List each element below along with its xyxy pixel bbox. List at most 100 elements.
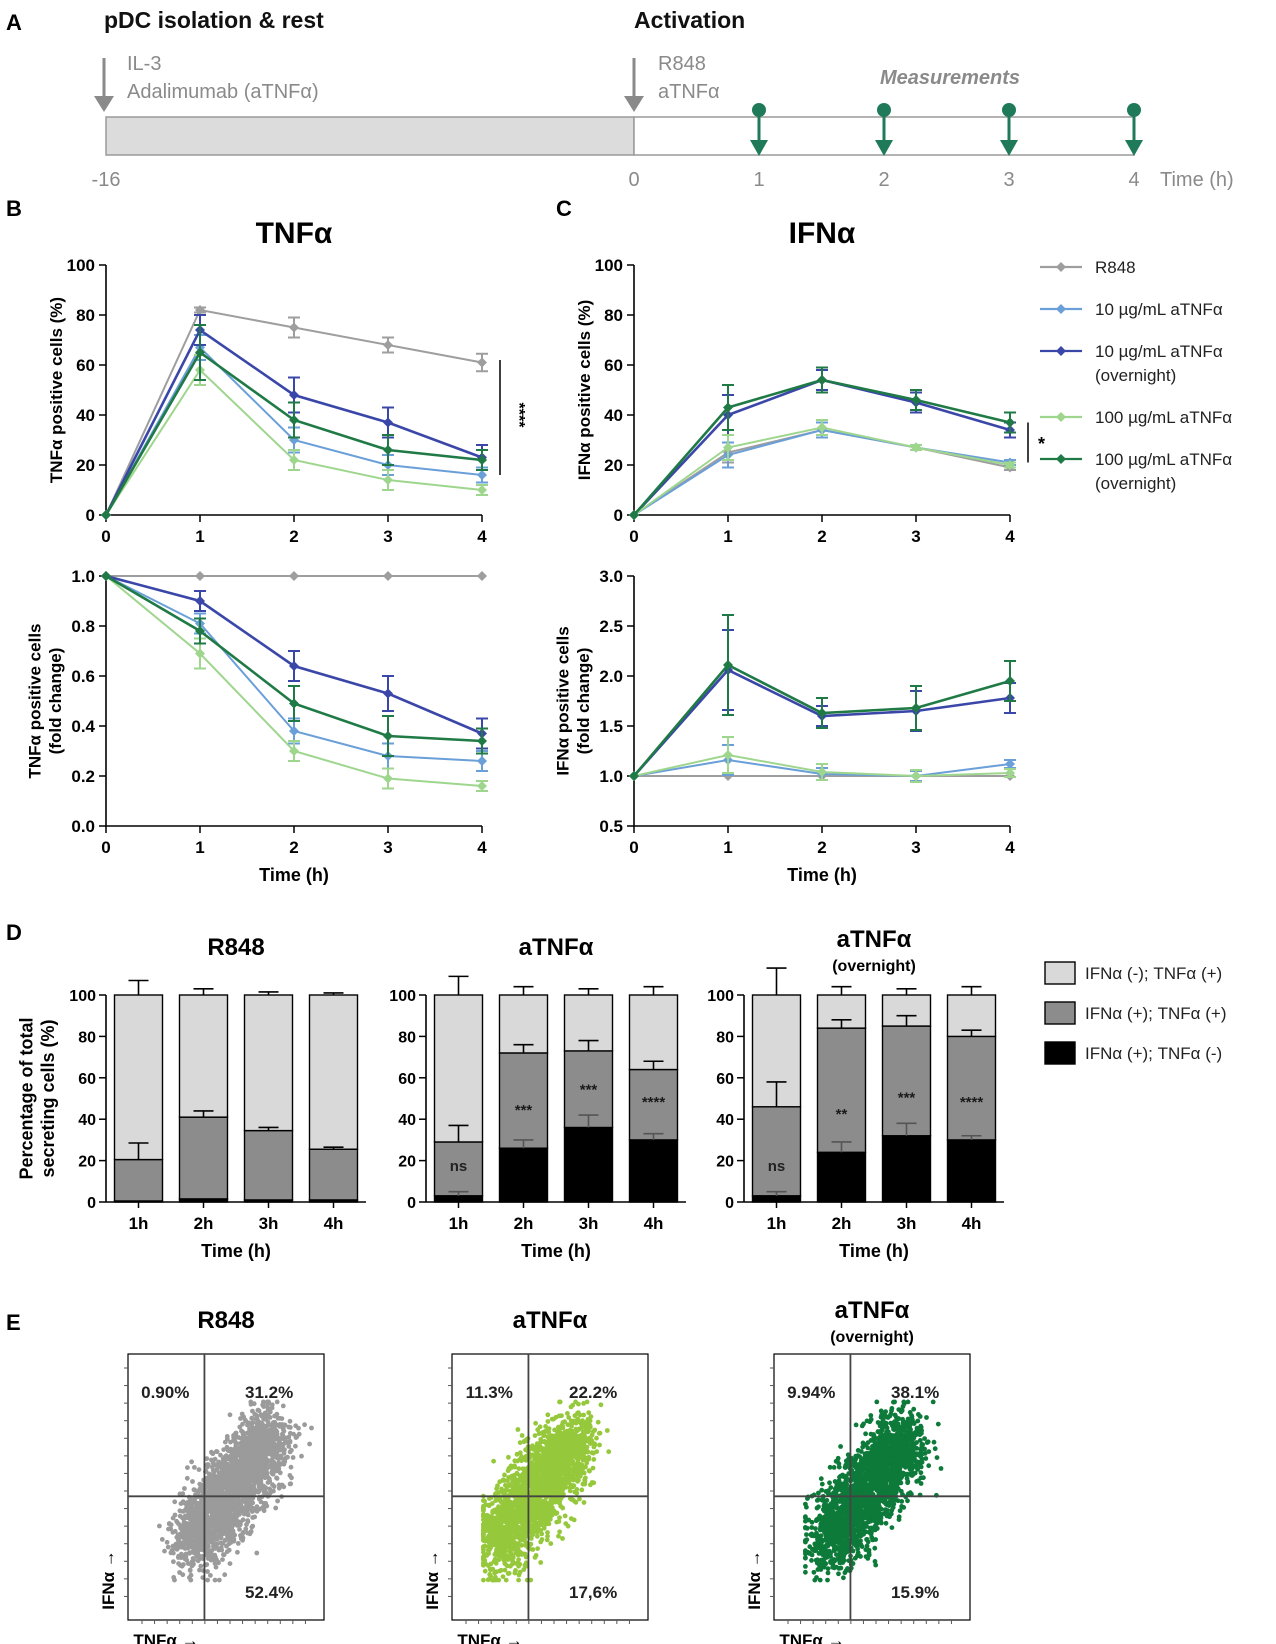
scatter-point [577, 1496, 582, 1502]
panel-letter-c: C [556, 196, 572, 221]
scatter-point [276, 1485, 282, 1491]
data-point [383, 417, 393, 428]
data-point [911, 703, 921, 713]
scatter-point [272, 1436, 278, 1442]
y-axis-label-line: (fold change) [46, 648, 65, 755]
scatter-point [197, 1528, 203, 1533]
scatter-point [576, 1448, 581, 1454]
pin-arrow-icon [875, 103, 893, 156]
y-tick-label: 100 [69, 988, 96, 1005]
scatter-point [179, 1541, 185, 1546]
bar-segment-bar_light [751, 994, 802, 1108]
scatter-point [162, 1548, 167, 1554]
scatter-point [252, 1490, 258, 1495]
scatter-point [293, 1443, 298, 1449]
data-point [383, 445, 393, 455]
scatter-point [235, 1541, 241, 1546]
pin-arrow-icon [1125, 103, 1143, 156]
scatter-point [265, 1491, 271, 1497]
scatter-point [557, 1498, 563, 1503]
x-tick-label: 1h [129, 1214, 149, 1233]
scatter-point [174, 1546, 180, 1552]
scatter-point [222, 1572, 228, 1578]
measurements-label: Measurements [880, 67, 1020, 89]
timeline-tick: 3 [1003, 169, 1014, 191]
x-tick-label: 1 [723, 838, 732, 857]
scatter-point [195, 1558, 201, 1564]
y-tick-label: 2.5 [599, 617, 623, 636]
scatter-point [219, 1483, 225, 1489]
scatter-point [556, 1472, 561, 1478]
y-tick-label: 20 [76, 456, 95, 475]
scatter-point [567, 1485, 573, 1490]
scatter-point [238, 1499, 244, 1505]
scatter-point [594, 1449, 600, 1454]
scatter-point [240, 1517, 246, 1523]
scatter-point [575, 1478, 580, 1484]
scatter-point [174, 1518, 180, 1524]
scatter-point [242, 1505, 248, 1511]
scatter-point [187, 1550, 193, 1555]
scatter-point [180, 1515, 185, 1521]
scatter-point [241, 1496, 247, 1502]
scatter-point [206, 1544, 211, 1550]
scatter-point [180, 1572, 186, 1578]
scatter-point [266, 1431, 272, 1437]
scatter-point [227, 1412, 233, 1418]
scatter-point [481, 1562, 486, 1568]
scatter-point [187, 1530, 193, 1536]
scatter-point [225, 1500, 231, 1506]
scatter-point [516, 1466, 522, 1471]
scatter-point [211, 1511, 217, 1517]
scatter-point [218, 1470, 224, 1476]
scatter-point [214, 1541, 220, 1547]
scatter-point [242, 1483, 248, 1488]
scatter-point [598, 1402, 604, 1408]
scatter-point [485, 1563, 491, 1568]
bar-segment-bar_mid [628, 1068, 679, 1141]
x-tick-label: 0 [629, 527, 638, 546]
bar-segment-bar_mid [946, 1035, 997, 1141]
y-tick-label: 20 [604, 456, 623, 475]
scatter-point [562, 1513, 568, 1519]
y-axis-label-line: Percentage of total [16, 1017, 36, 1179]
scatter-point [257, 1471, 263, 1477]
scatter-point [245, 1519, 251, 1525]
scatter-point [184, 1475, 190, 1481]
scatter-point [604, 1428, 610, 1433]
scatter-point [188, 1577, 194, 1583]
y-tick-label: 2.0 [599, 667, 623, 686]
data-point [383, 731, 393, 741]
data-point [101, 510, 111, 520]
data-point [723, 660, 733, 670]
x-tick-label: 0 [101, 527, 110, 546]
scatter-point [296, 1431, 302, 1437]
scatter-point [307, 1441, 312, 1447]
scatter-point [170, 1515, 176, 1521]
scatter-point [511, 1540, 517, 1546]
scatter-point [514, 1470, 520, 1476]
scatter-point [495, 1497, 501, 1503]
scatter-point [257, 1476, 263, 1482]
y-axis-label-line: TNFα positive cells [26, 624, 45, 779]
scatter-point [265, 1440, 271, 1446]
data-point [477, 357, 487, 368]
scatter-point [264, 1470, 270, 1476]
y-tick-label: 20 [78, 1154, 96, 1171]
data-point [1005, 768, 1015, 778]
data-point [817, 375, 827, 385]
y-tick-label: 0.0 [71, 817, 95, 836]
data-point [195, 596, 205, 606]
data-point [629, 510, 639, 520]
y-axis-label: IFNα positive cells (%) [575, 300, 594, 481]
y-tick-label: 40 [78, 1112, 96, 1129]
scatter-point [273, 1505, 279, 1511]
scatter-point [255, 1407, 261, 1413]
scatter-point [249, 1415, 255, 1421]
scatter-point [591, 1480, 597, 1486]
scatter-point [182, 1536, 188, 1542]
scatter-point [553, 1414, 559, 1420]
series-line-a10 [633, 428, 1011, 516]
